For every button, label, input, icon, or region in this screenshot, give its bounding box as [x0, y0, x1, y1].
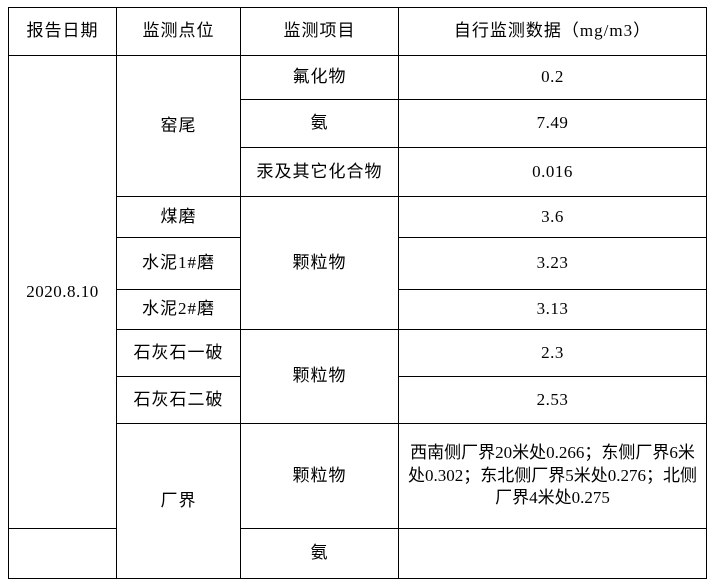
- cell-value-cement-mill-1: 3.23: [398, 237, 707, 290]
- column-header-monitoring-data: 自行监测数据（mg/m3）: [398, 7, 707, 56]
- column-header-monitoring-item: 监测项目: [240, 7, 399, 56]
- cell-value-mercury-compounds: 0.016: [398, 147, 707, 197]
- cell-point-plant-boundary: 厂界: [116, 423, 241, 579]
- cell-value-fluoride: 0.2: [398, 55, 707, 100]
- cell-point-kiln-tail: 窑尾: [116, 55, 241, 197]
- cell-item-particulates-boundary: 颗粒物: [240, 423, 399, 529]
- cell-point-cement-mill-2: 水泥2#磨: [116, 289, 241, 330]
- table-row: 氨 7.49: [9, 99, 707, 148]
- table-header-row: 报告日期 监测点位 监测项目 自行监测数据（mg/m3）: [8, 7, 707, 56]
- cell-value-cement-mill-2: 3.13: [398, 289, 707, 330]
- table-row: 石灰石二破 2.53: [9, 376, 707, 424]
- cell-item-particulates-crushers: 颗粒物: [240, 329, 399, 424]
- table-row: 水泥2#磨 3.13: [9, 289, 707, 330]
- cell-report-date: 2020.8.10: [8, 55, 117, 529]
- cell-item-ammonia-boundary: 氨: [240, 528, 399, 579]
- cell-value-limestone-crusher-2: 2.53: [398, 376, 707, 424]
- table-row: 煤磨 颗粒物 3.6: [9, 196, 707, 330]
- cell-item-particulates-mills: 颗粒物: [240, 196, 399, 330]
- cell-item-mercury-compounds: 汞及其它化合物: [240, 147, 399, 197]
- column-header-report-date: 报告日期: [8, 7, 117, 56]
- table-row: 2020.8.10 窑尾 氟化物 0.2: [8, 55, 707, 529]
- page-root: 报告日期 监测点位 监测项目 自行监测数据（mg/m3） 2020.8.10 窑…: [8, 7, 707, 579]
- cell-value-coal-mill: 3.6: [398, 196, 707, 238]
- cell-point-limestone-crusher-2: 石灰石二破: [116, 376, 241, 424]
- cell-value-ammonia-boundary: [398, 528, 707, 579]
- cell-point-coal-mill: 煤磨: [116, 196, 241, 238]
- cell-item-fluoride: 氟化物: [240, 55, 399, 100]
- cell-value-ammonia-kiln: 7.49: [398, 99, 707, 148]
- cell-value-limestone-crusher-1: 2.3: [398, 329, 707, 377]
- self-monitoring-data-table: 报告日期 监测点位 监测项目 自行监测数据（mg/m3） 2020.8.10 窑…: [8, 7, 707, 579]
- column-header-monitoring-point: 监测点位: [116, 7, 241, 56]
- cell-point-cement-mill-1: 水泥1#磨: [116, 237, 241, 290]
- cell-value-boundary-particulates: 西南侧厂界20米处0.266；东侧厂界6米处0.302；东北侧厂界5米处0.27…: [398, 423, 707, 529]
- table-row: 氨: [8, 528, 707, 579]
- table-row: 水泥1#磨 3.23: [9, 237, 707, 290]
- cell-point-limestone-crusher-1: 石灰石一破: [116, 329, 241, 377]
- cell-report-date-empty: [8, 528, 117, 579]
- table-row: 石灰石一破 颗粒物 2.3: [9, 329, 707, 424]
- cell-item-ammonia-kiln: 氨: [240, 99, 399, 148]
- table-row: 汞及其它化合物 0.016: [9, 147, 707, 197]
- report-table-container: 报告日期 监测点位 监测项目 自行监测数据（mg/m3） 2020.8.10 窑…: [8, 7, 707, 579]
